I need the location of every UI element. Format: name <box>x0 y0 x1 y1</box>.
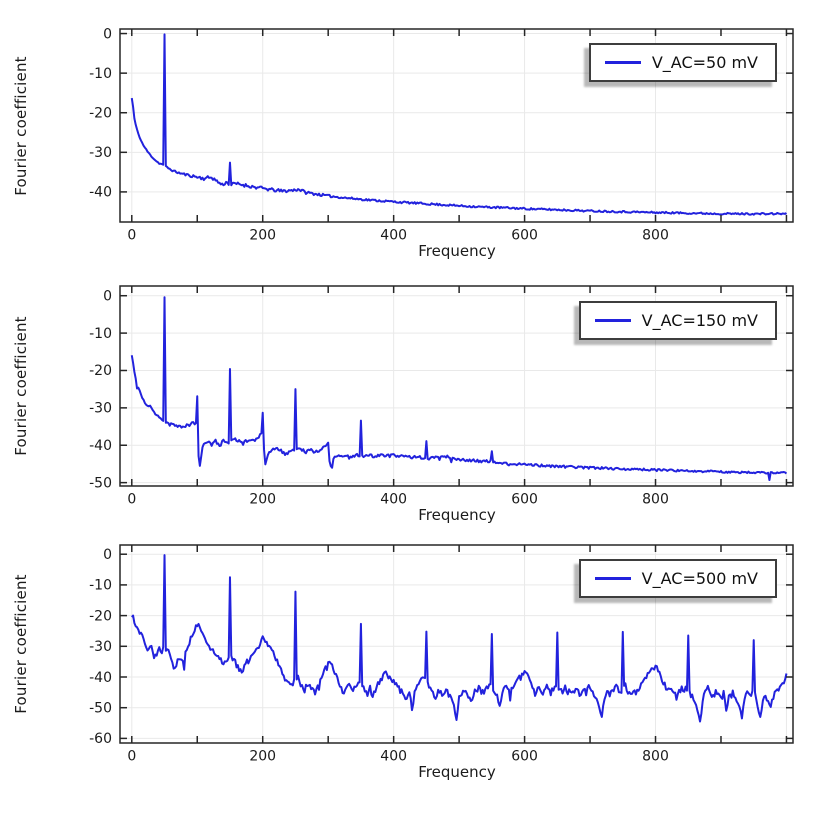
svg-text:-10: -10 <box>89 326 112 342</box>
svg-text:-20: -20 <box>89 608 112 624</box>
svg-text:200: 200 <box>249 749 276 765</box>
tick-labels: 0 200 400 600 800 0 -10 -20 -30 -40 <box>89 26 669 243</box>
svg-text:-50: -50 <box>89 475 112 491</box>
tick-labels: 0 200 400 600 800 0 -10 -20 -30 -40 -50 -60 <box>89 547 669 765</box>
axes-frame <box>119 285 794 487</box>
svg-text:800: 800 <box>642 749 669 765</box>
svg-text:-20: -20 <box>89 363 112 379</box>
svg-text:-40: -40 <box>89 670 112 686</box>
legend-box-vac-150mv: V_AC=150 mV <box>578 301 777 340</box>
svg-text:600: 600 <box>511 228 538 244</box>
svg-text:200: 200 <box>249 228 276 244</box>
svg-text:-10: -10 <box>89 578 112 594</box>
y-axis-label-plot2: Fourier coefficient <box>12 316 30 456</box>
svg-text:0: 0 <box>127 749 136 765</box>
svg-text:-60: -60 <box>89 731 112 747</box>
x-axis-label-plot3: Frequency <box>418 763 496 781</box>
legend-box-vac-500mv: V_AC=500 mV <box>578 559 777 598</box>
svg-text:-40: -40 <box>89 438 112 454</box>
axes-frame <box>119 544 794 744</box>
grid <box>120 29 793 222</box>
series-line <box>131 554 788 723</box>
svg-text:400: 400 <box>380 749 407 765</box>
svg-text:400: 400 <box>380 228 407 244</box>
svg-text:600: 600 <box>511 749 538 765</box>
svg-text:-10: -10 <box>89 66 112 82</box>
legend-line-sample <box>594 319 631 322</box>
svg-text:-30: -30 <box>89 639 112 655</box>
svg-text:0: 0 <box>103 288 112 304</box>
svg-text:-30: -30 <box>89 401 112 417</box>
legend-label: V_AC=500 mV <box>641 569 758 588</box>
svg-text:800: 800 <box>642 492 669 508</box>
y-axis-label-plot1: Fourier coefficient <box>12 55 30 196</box>
svg-text:400: 400 <box>380 492 407 508</box>
x-axis-label-plot1: Frequency <box>418 242 496 260</box>
svg-text:0: 0 <box>103 547 112 563</box>
grid <box>120 286 793 486</box>
legend-box-vac-50mv: V_AC=50 mV <box>588 43 777 82</box>
plot-2: 0 200 400 600 800 0 -10 -20 -30 -40 -50 <box>89 285 794 508</box>
x-axis-label-plot2: Frequency <box>418 506 496 524</box>
svg-text:800: 800 <box>642 228 669 244</box>
series-line <box>130 296 788 482</box>
legend-line-sample <box>604 61 641 64</box>
svg-text:0: 0 <box>127 228 136 244</box>
legend-line-sample <box>594 577 631 580</box>
svg-text:-50: -50 <box>89 700 112 716</box>
axes-frame <box>119 28 794 223</box>
grid <box>120 545 793 743</box>
svg-text:0: 0 <box>103 26 112 42</box>
svg-text:200: 200 <box>249 492 276 508</box>
svg-text:600: 600 <box>511 492 538 508</box>
svg-text:0: 0 <box>127 492 136 508</box>
legend-label: V_AC=150 mV <box>641 311 758 330</box>
legend-label: V_AC=50 mV <box>651 53 758 72</box>
svg-text:-40: -40 <box>89 185 112 201</box>
plot-3: 0 200 400 600 800 0 -10 -20 -30 -40 -50 -60 <box>89 544 794 765</box>
y-axis-label-plot3: Fourier coefficient <box>12 574 30 714</box>
svg-text:-20: -20 <box>89 105 112 121</box>
tick-labels: 0 200 400 600 800 0 -10 -20 -30 -40 -50 <box>89 288 669 507</box>
series-line <box>130 33 788 216</box>
plot-1: 0 200 400 600 800 0 -10 -20 -30 -40 <box>89 26 794 244</box>
svg-text:-30: -30 <box>89 145 112 161</box>
